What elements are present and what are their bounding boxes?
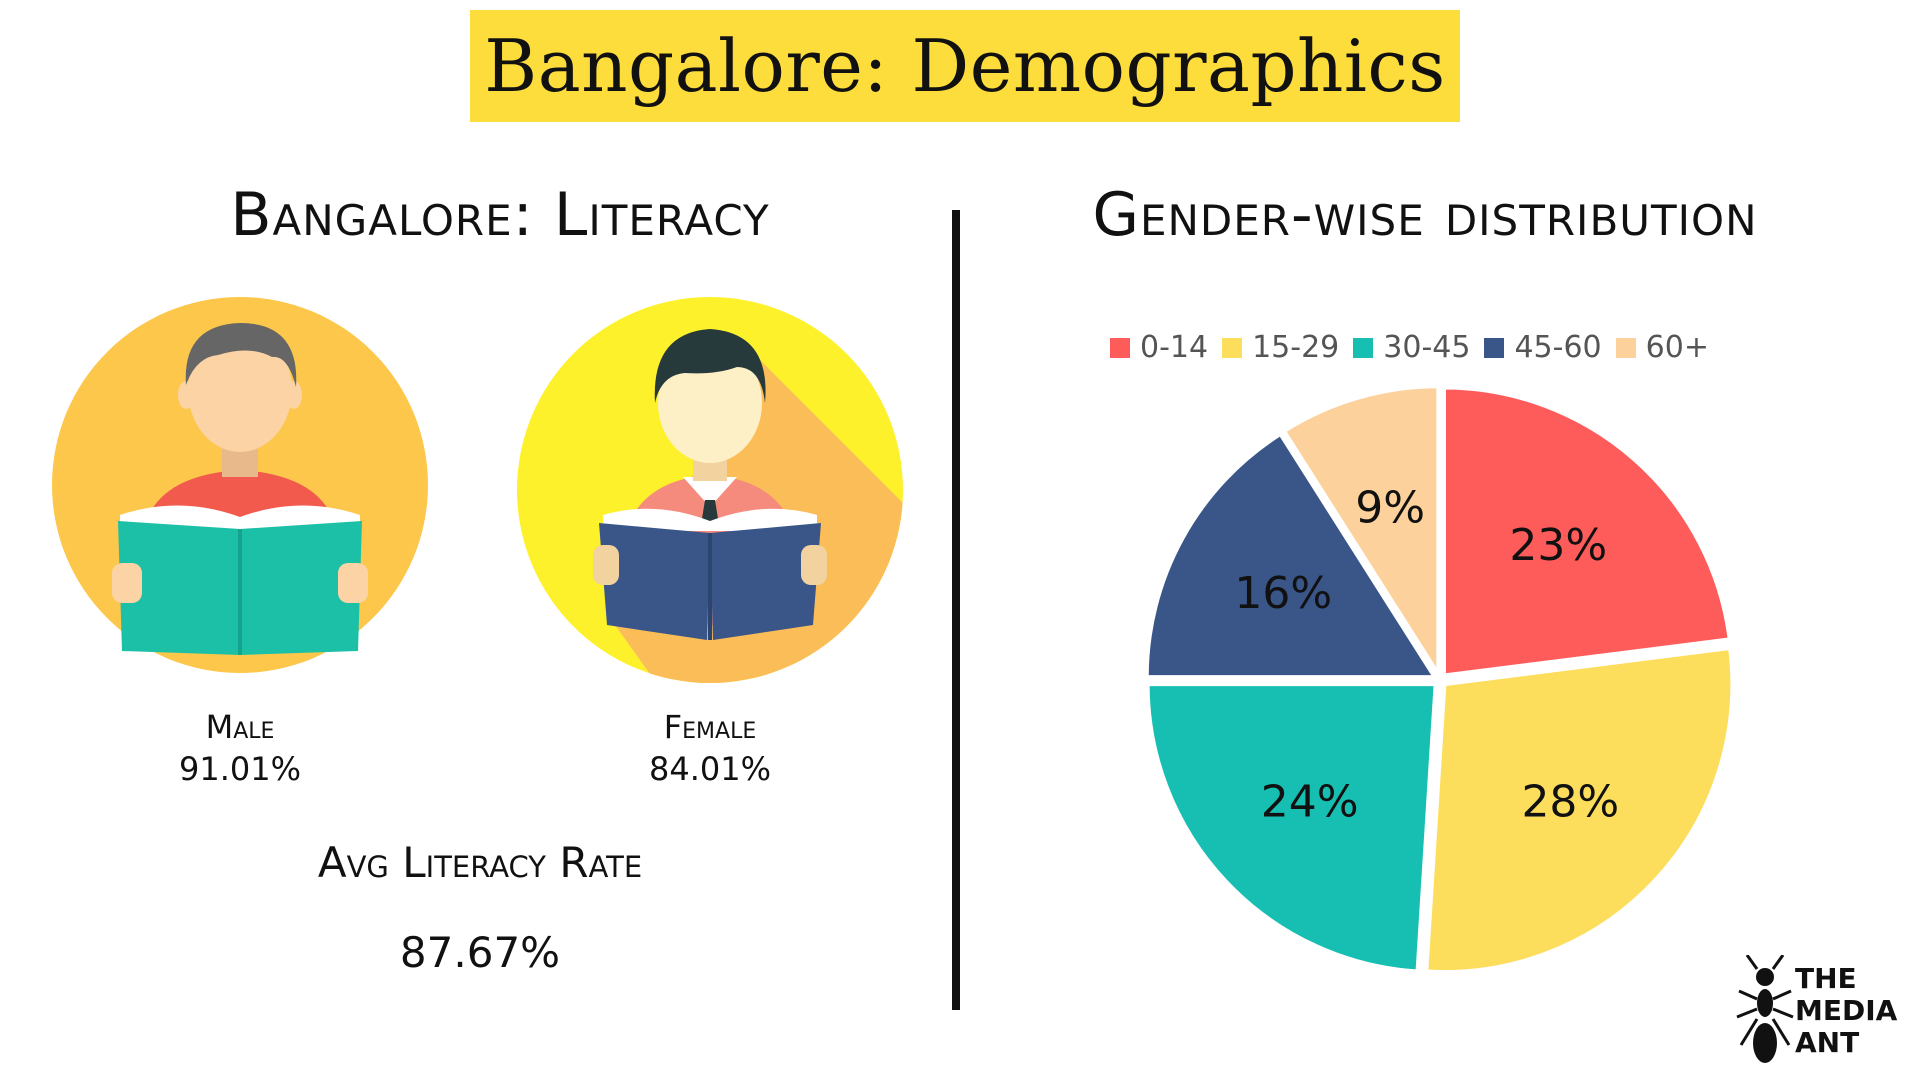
- chart-legend: 0-14 15-29 30-45 45-60 60+: [1110, 330, 1723, 365]
- legend-swatch: [1484, 337, 1505, 358]
- logo-line-media: MEDIA: [1795, 994, 1898, 1027]
- legend-label: 60+: [1645, 330, 1709, 365]
- legend-swatch: [1110, 337, 1130, 358]
- legend-label: 0-14: [1140, 330, 1209, 365]
- legend-item-15-29: 15-29: [1222, 330, 1339, 365]
- female-literacy-value: 84.01%: [648, 750, 771, 788]
- male-literacy-value: 91.01%: [178, 750, 301, 788]
- legend-item-0-14: 0-14: [1110, 330, 1208, 365]
- pie-label-30-45: 24%: [1261, 776, 1359, 827]
- pie-label-45-60: 16%: [1234, 568, 1332, 619]
- male-label: Male: [205, 708, 275, 746]
- logo-line-the: THE: [1795, 962, 1857, 995]
- legend-label: 15-29: [1252, 330, 1340, 365]
- page-title: Bangalore: Demographics: [484, 24, 1446, 108]
- pie-slice-45-60: [1144, 431, 1439, 680]
- pie-slice-30-45: [1145, 682, 1438, 974]
- pie-label-0-14: 23%: [1509, 520, 1607, 571]
- logo-text: THE MEDIA ANT: [1795, 963, 1897, 1059]
- avg-literacy-value: 87.67%: [399, 928, 561, 977]
- pie-label-60+: 9%: [1355, 482, 1425, 533]
- pie-slice-15-29: [1424, 645, 1735, 975]
- title-banner: Bangalore: Demographics: [470, 10, 1460, 122]
- literacy-heading: Bangalore: Literacy: [230, 180, 770, 250]
- legend-item-45-60: 45-60: [1484, 330, 1602, 365]
- legend-item-30-45: 30-45: [1353, 330, 1470, 365]
- pie-slice-0-14: [1441, 385, 1732, 678]
- section-divider: [952, 210, 960, 1010]
- pie-slice-60+: [1281, 384, 1441, 682]
- female-label: Female: [663, 708, 757, 746]
- gender-pie-chart: 23% 28% 24% 16% 9%: [1144, 384, 1735, 975]
- media-ant-logo: THE MEDIA ANT: [1735, 955, 1915, 1075]
- ant-icon: [1736, 955, 1794, 1063]
- legend-label: 45-60: [1514, 330, 1602, 365]
- legend-swatch: [1353, 337, 1374, 358]
- legend-label: 30-45: [1383, 330, 1471, 365]
- legend-swatch: [1222, 337, 1243, 358]
- gender-heading: Gender-wise distribution: [1092, 180, 1758, 250]
- pie-label-15-29: 28%: [1521, 776, 1619, 827]
- female-reader-icon: [517, 297, 903, 683]
- legend-swatch: [1615, 337, 1636, 358]
- legend-item-60+: 60+: [1615, 330, 1709, 365]
- logo-line-ant: ANT: [1795, 1026, 1860, 1059]
- male-reader-icon: [52, 297, 428, 673]
- avg-literacy-label: Avg Literacy Rate: [317, 838, 643, 887]
